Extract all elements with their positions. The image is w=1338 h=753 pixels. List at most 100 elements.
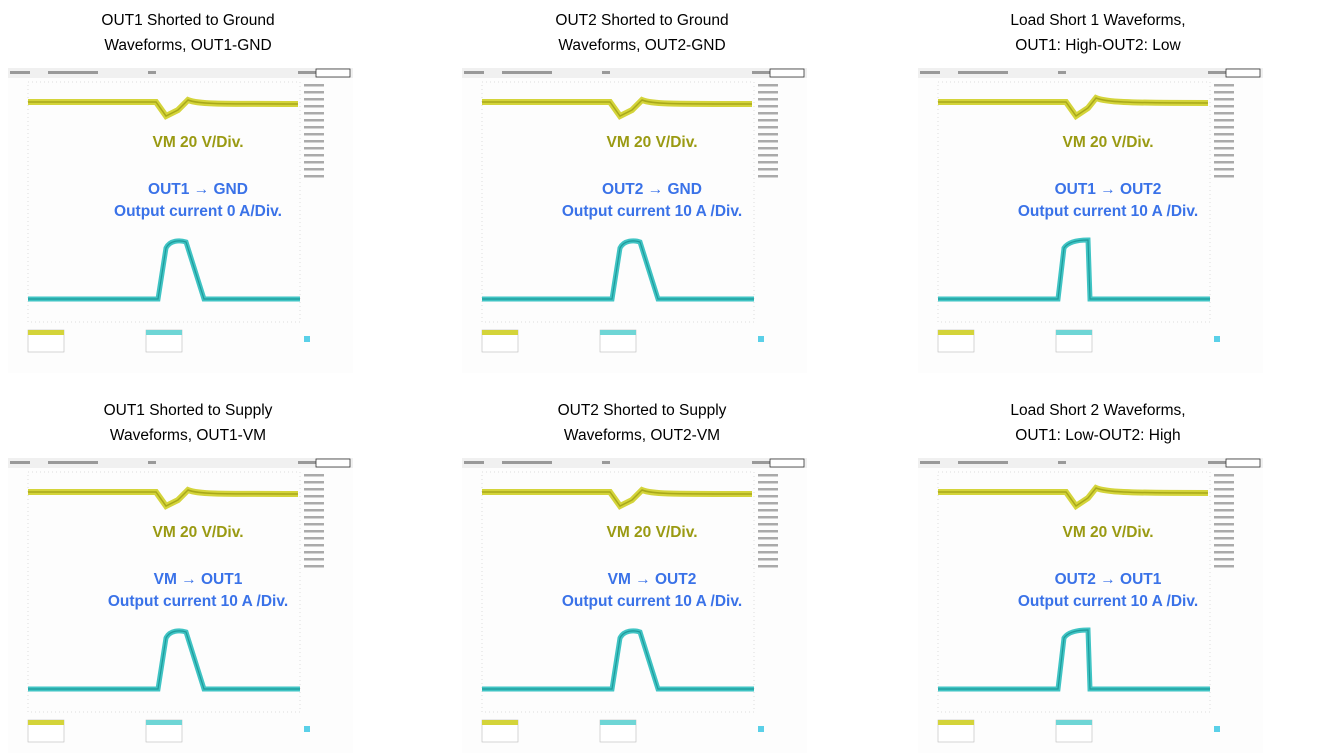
scope-screenshot <box>8 68 353 373</box>
measure-text <box>1214 544 1234 547</box>
status-text <box>48 71 98 74</box>
status-text <box>148 461 156 464</box>
scope-screenshot <box>918 68 1263 373</box>
status-text <box>10 461 30 464</box>
measure-text <box>1214 502 1234 505</box>
current-label: VM → OUT1 <box>154 571 243 588</box>
panel: OUT2 Shorted to Ground Waveforms, OUT2-GN… <box>462 12 807 373</box>
measure-text <box>304 161 324 164</box>
status-text <box>1058 71 1066 74</box>
measure-text <box>758 481 778 484</box>
status-text <box>958 71 1008 74</box>
measure-text <box>758 558 778 561</box>
channel-header <box>146 720 182 725</box>
measure-text <box>304 133 324 136</box>
current-label: Output current 0 A/Div. <box>114 203 282 220</box>
measure-text <box>1214 551 1234 554</box>
panel-title: OUT1: High-OUT2: Low <box>1015 37 1181 54</box>
current-label: Output current 10 A /Div. <box>1018 593 1198 610</box>
status-text <box>1058 461 1066 464</box>
measure-text <box>1214 105 1234 108</box>
current-label: OUT2 → GND <box>602 181 702 198</box>
status-text <box>48 461 98 464</box>
measure-text <box>304 537 324 540</box>
measure-text <box>758 140 778 143</box>
measure-text <box>1214 537 1234 540</box>
measure-text <box>758 147 778 150</box>
status-text <box>920 71 940 74</box>
measure-text <box>1214 495 1234 498</box>
measure-text <box>1214 140 1234 143</box>
status-text <box>502 71 552 74</box>
status-box <box>316 459 350 467</box>
panel-title: Waveforms, OUT2-VM <box>564 427 720 444</box>
status-text <box>10 71 30 74</box>
measure-text <box>758 509 778 512</box>
measure-text <box>304 516 324 519</box>
trigger-marker <box>1214 336 1220 342</box>
scope-frame <box>918 68 1263 373</box>
current-label: Output current 10 A /Div. <box>108 593 288 610</box>
current-label: VM → OUT2 <box>608 571 697 588</box>
current-label: Output current 10 A /Div. <box>562 203 742 220</box>
measure-text <box>304 112 324 115</box>
measure-text <box>758 161 778 164</box>
panel-title: Load Short 2 Waveforms, <box>1010 402 1185 419</box>
panel-title: Load Short 1 Waveforms, <box>1010 12 1185 29</box>
channel-header <box>28 720 64 725</box>
channel-header <box>600 720 636 725</box>
measure-text <box>758 565 778 568</box>
panel-title: Waveforms, OUT2-GND <box>558 37 725 54</box>
measure-text <box>1214 481 1234 484</box>
measure-text <box>758 523 778 526</box>
measure-text <box>1214 119 1234 122</box>
measure-text <box>304 119 324 122</box>
measure-text <box>1214 91 1234 94</box>
measure-text <box>304 105 324 108</box>
measure-text <box>304 488 324 491</box>
panel: Load Short 2 Waveforms,OUT1: Low-OUT2: H… <box>918 402 1263 753</box>
current-label: Output current 10 A /Div. <box>562 593 742 610</box>
status-text <box>502 461 552 464</box>
measure-text <box>1214 161 1234 164</box>
measure-text <box>758 112 778 115</box>
measure-text <box>1214 558 1234 561</box>
measure-text <box>1214 112 1234 115</box>
channel-header <box>146 330 182 335</box>
measure-text <box>304 502 324 505</box>
measure-text <box>1214 530 1234 533</box>
panel-title: OUT1 Shorted to Ground <box>101 12 274 29</box>
measure-text <box>304 551 324 554</box>
measure-text <box>1214 488 1234 491</box>
status-box <box>1226 459 1260 467</box>
panel-title: OUT2 Shorted to Ground <box>555 12 728 29</box>
measure-text <box>758 544 778 547</box>
channel-header <box>482 720 518 725</box>
measure-text <box>1214 509 1234 512</box>
measure-text <box>304 481 324 484</box>
measure-text <box>304 91 324 94</box>
measure-text <box>304 565 324 568</box>
voltage-label: VM 20 V/Div. <box>606 524 697 541</box>
channel-header <box>1056 330 1092 335</box>
voltage-label: VM 20 V/Div. <box>1062 524 1153 541</box>
panel: OUT1 Shorted to SupplyWaveforms, OUT1-VM… <box>8 402 353 753</box>
trigger-marker <box>304 726 310 732</box>
measure-text <box>758 530 778 533</box>
measure-text <box>304 474 324 477</box>
measure-text <box>758 126 778 129</box>
status-text <box>148 71 156 74</box>
measure-text <box>1214 84 1234 87</box>
measure-text <box>758 495 778 498</box>
measure-text <box>758 98 778 101</box>
measure-text <box>304 544 324 547</box>
measure-text <box>758 168 778 171</box>
status-text <box>602 71 610 74</box>
voltage-label: VM 20 V/Div. <box>152 524 243 541</box>
measure-text <box>758 91 778 94</box>
measure-text <box>758 105 778 108</box>
measure-text <box>758 537 778 540</box>
measure-text <box>758 551 778 554</box>
measure-text <box>1214 175 1234 178</box>
